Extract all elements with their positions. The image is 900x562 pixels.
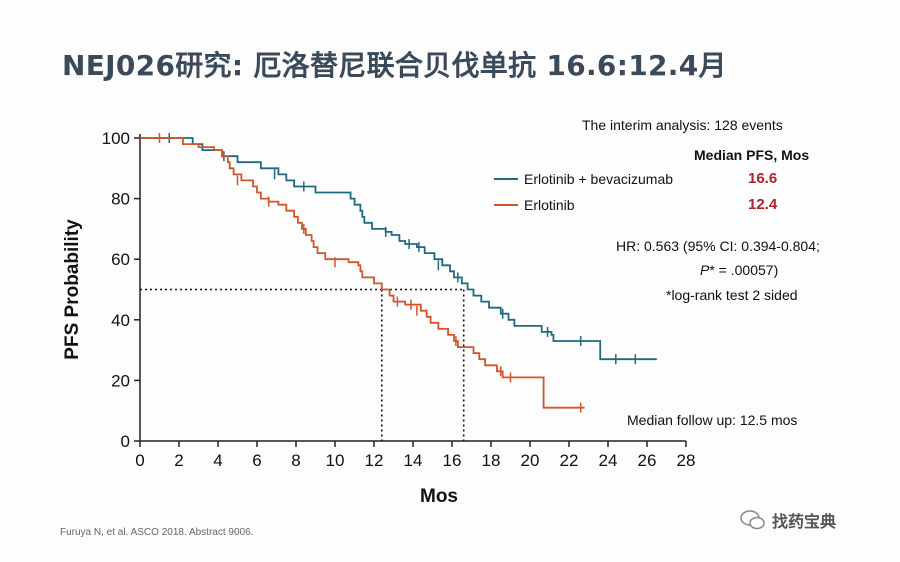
median-value-combo: 16.6 <box>748 170 778 187</box>
test-note: *log-rank test 2 sided <box>666 287 798 303</box>
hr-text: HR: 0.563 (95% CI: 0.394-0.804; <box>616 238 820 254</box>
x-tick-label-6: 6 <box>252 451 261 470</box>
x-tick-label-16: 16 <box>443 451 462 470</box>
citation: Furuya N, et al. ASCO 2018. Abstract 900… <box>60 527 254 538</box>
x-tick-label-26: 26 <box>638 451 657 470</box>
x-tick-label-20: 20 <box>521 451 540 470</box>
interim-analysis-note: The interim analysis: 128 events <box>582 117 783 133</box>
x-tick-label-8: 8 <box>291 451 300 470</box>
legend-item-mono: Erlotinib <box>494 196 575 214</box>
legend-swatch-combo <box>494 178 518 180</box>
legend-label-combo: Erlotinib + bevacizumab <box>524 171 674 187</box>
km-curve-mono <box>140 137 585 409</box>
x-tick-label-24: 24 <box>599 451 618 470</box>
watermark: 找药宝典 <box>740 508 836 532</box>
y-tick-label-100: 100 <box>102 129 130 148</box>
slide-title: NEJ026研究: 厄洛替尼联合贝伐单抗 16.6:12.4月 <box>62 49 727 82</box>
p-value-rest: * = .00057) <box>709 262 779 278</box>
y-tick-label-20: 20 <box>111 371 130 390</box>
x-tick-label-0: 0 <box>135 451 144 470</box>
y-axis-title: PFS Probability <box>62 219 83 360</box>
watermark-text: 找药宝典 <box>772 512 837 531</box>
x-tick-label-12: 12 <box>365 451 384 470</box>
legend-swatch-mono <box>494 204 518 206</box>
x-tick-label-28: 28 <box>677 451 696 470</box>
x-tick-label-14: 14 <box>404 451 423 470</box>
follow-up-note: Median follow up: 12.5 mos <box>627 412 798 428</box>
wechat-icon <box>740 510 765 530</box>
x-tick-label-22: 22 <box>560 451 579 470</box>
median-value-mono: 12.4 <box>748 196 778 213</box>
y-tick-label-60: 60 <box>111 250 130 269</box>
legend-item-combo: Erlotinib + bevacizumab <box>494 170 673 188</box>
km-curve-combo <box>140 137 657 361</box>
p-value-text: P* = .00057) <box>700 262 778 278</box>
p-value-prefix: P <box>700 262 710 278</box>
y-tick-label-80: 80 <box>111 190 130 209</box>
x-tick-label-2: 2 <box>174 451 183 470</box>
x-tick-label-4: 4 <box>213 451 222 470</box>
x-tick-label-18: 18 <box>482 451 501 470</box>
y-tick-label-40: 40 <box>111 311 130 330</box>
median-pfs-header: Median PFS, Mos <box>694 147 810 163</box>
legend-label-mono: Erlotinib <box>524 197 575 213</box>
x-tick-label-10: 10 <box>326 451 345 470</box>
y-tick-label-0: 0 <box>121 432 130 451</box>
x-axis-title: Mos <box>420 486 458 507</box>
